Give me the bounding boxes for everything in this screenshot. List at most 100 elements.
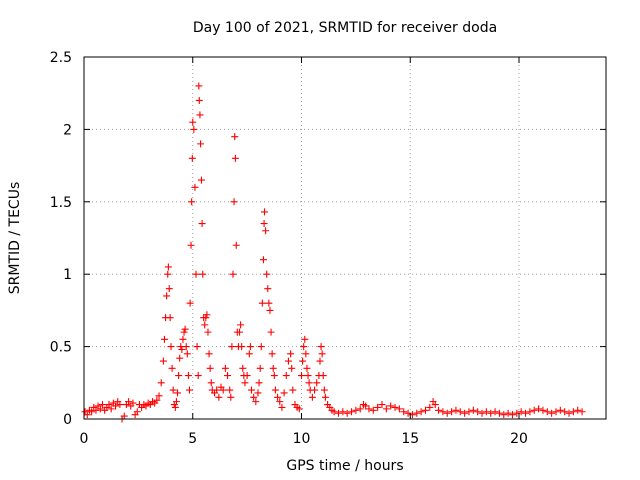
data-point: [204, 328, 212, 336]
data-point: [301, 335, 309, 343]
data-point: [400, 408, 408, 416]
data-point: [522, 409, 530, 417]
chart-title: Day 100 of 2021, SRMTID for receiver dod…: [193, 20, 497, 36]
y-axis-label: SRMTID / TECUs: [7, 182, 23, 295]
data-point: [260, 220, 268, 228]
data-point: [339, 408, 347, 416]
data-point: [259, 256, 267, 264]
data-point: [88, 408, 96, 416]
data-point: [278, 403, 286, 411]
data-point: [226, 386, 234, 394]
data-point: [241, 379, 249, 387]
data-point: [320, 386, 328, 394]
data-point: [276, 398, 284, 406]
data-point: [178, 345, 186, 353]
y-axis-tick-labels: 0 0.5 1 1.5 2 2.5: [50, 50, 72, 428]
data-point: [565, 409, 573, 417]
data-point: [495, 409, 503, 417]
data-point: [169, 386, 177, 394]
data-point: [266, 306, 274, 314]
data-point: [203, 311, 211, 319]
data-point: [98, 401, 106, 409]
data-point: [125, 398, 133, 406]
data-point: [238, 343, 246, 351]
data-point: [105, 401, 113, 409]
data-point: [535, 405, 543, 413]
data-point: [487, 409, 495, 417]
data-point: [304, 372, 312, 380]
data-point: [246, 343, 254, 351]
data-point: [227, 393, 235, 401]
data-point: [133, 408, 141, 416]
data-point: [391, 403, 399, 411]
data-point: [435, 406, 443, 414]
data-point: [504, 409, 512, 417]
data-point: [239, 364, 247, 372]
x-axis-label: GPS time / hours: [286, 458, 403, 474]
y-tick-label: 0: [63, 412, 72, 428]
data-point: [474, 408, 482, 416]
data-point: [362, 402, 370, 410]
data-point: [190, 125, 198, 133]
data-point: [165, 285, 173, 293]
data-point: [308, 393, 316, 401]
data-point: [194, 372, 202, 380]
data-point: [287, 350, 295, 358]
x-tick-label: 20: [510, 431, 528, 447]
data-point: [258, 299, 266, 307]
x-tick-label: 5: [188, 431, 197, 447]
data-point: [198, 220, 206, 228]
data-point: [269, 364, 277, 372]
data-point: [352, 406, 360, 414]
data-point: [254, 389, 262, 397]
data-point: [237, 321, 245, 329]
data-point: [224, 372, 232, 380]
x-tick-label: 0: [80, 431, 89, 447]
data-point: [174, 389, 182, 397]
data-point: [213, 386, 221, 394]
data-point: [164, 270, 172, 278]
data-point: [465, 408, 473, 416]
data-series-srmtid: [81, 82, 586, 423]
data-point: [556, 406, 564, 414]
data-point: [188, 198, 196, 206]
data-point: [270, 372, 278, 380]
data-point: [221, 364, 229, 372]
data-point: [199, 270, 207, 278]
x-axis-tick-labels: 0 5 10 15 20: [80, 431, 528, 447]
data-point: [164, 263, 172, 271]
data-point: [267, 328, 275, 336]
data-point: [243, 372, 251, 380]
data-point: [265, 299, 273, 307]
data-point: [378, 401, 386, 409]
data-point: [456, 408, 464, 416]
data-point: [552, 408, 560, 416]
data-point: [482, 408, 490, 416]
data-point: [261, 208, 269, 216]
data-point: [369, 406, 377, 414]
data-point: [526, 408, 534, 416]
data-point: [167, 343, 175, 351]
data-point: [191, 183, 199, 191]
data-point: [107, 405, 115, 413]
data-point: [120, 412, 128, 420]
data-point: [417, 408, 425, 416]
data-point: [183, 350, 191, 358]
data-point: [356, 405, 364, 413]
data-point: [116, 401, 124, 409]
data-point: [387, 402, 395, 410]
data-point: [284, 357, 292, 365]
data-point: [195, 96, 203, 104]
data-point: [255, 379, 263, 387]
data-point: [262, 227, 270, 235]
data-point: [185, 386, 193, 394]
data-point: [561, 408, 569, 416]
data-point: [181, 325, 189, 333]
data-point: [172, 398, 180, 406]
data-point: [205, 350, 213, 358]
data-point: [192, 270, 200, 278]
y-tick-label: 2: [63, 122, 72, 138]
data-point: [256, 364, 264, 372]
data-point: [508, 411, 516, 419]
data-point: [155, 392, 163, 400]
